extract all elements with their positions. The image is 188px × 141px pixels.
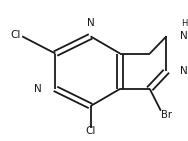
Text: N: N (87, 18, 94, 28)
Text: Cl: Cl (85, 126, 96, 136)
Text: H: H (181, 19, 187, 28)
Text: Cl: Cl (11, 30, 21, 39)
Text: Br: Br (161, 110, 172, 120)
Text: N: N (180, 31, 188, 41)
Text: N: N (34, 84, 42, 94)
Text: N: N (180, 66, 188, 76)
